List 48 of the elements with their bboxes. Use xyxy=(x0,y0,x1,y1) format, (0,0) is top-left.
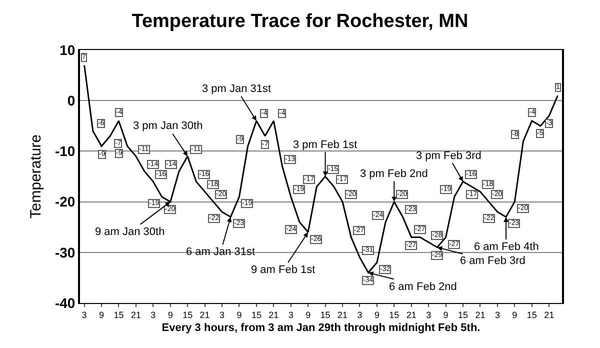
x-tick-label: 3 xyxy=(426,310,432,320)
x-tick-label: 15 xyxy=(182,310,193,320)
x-tick-label: 21 xyxy=(130,310,141,320)
y-tick-label: 0 xyxy=(67,92,76,108)
x-tick-label: 15 xyxy=(458,310,468,320)
annotation: 9 am Jan 30th xyxy=(95,226,165,238)
x-tick-label: 3 xyxy=(357,310,362,320)
y-tick-label: -20 xyxy=(54,194,76,210)
y-tick-label: -40 xyxy=(54,294,76,311)
annotation: 3 pm Jan 30th xyxy=(133,120,203,132)
x-tick-label: 21 xyxy=(544,310,554,320)
x-tick-label: 21 xyxy=(268,310,279,320)
annotation: 6 am Feb 2nd xyxy=(389,281,457,293)
chart-title: Temperature Trace for Rochester, MN xyxy=(132,11,468,32)
x-tick-label: 15 xyxy=(114,310,124,320)
x-tick-label: 21 xyxy=(475,310,486,320)
x-axis-title: Every 3 hours, from 3 am Jan 29th through midnight Feb 5th. xyxy=(162,322,480,334)
annotation: 3 pm Feb 1st xyxy=(293,139,358,151)
x-tick-label: 9 xyxy=(512,310,518,320)
y-tick-label: 10 xyxy=(60,42,76,58)
x-tick-label: 3 xyxy=(288,310,294,320)
x-tick-label: 15 xyxy=(320,310,330,320)
annotation: 3 pm Feb 2nd xyxy=(360,168,428,180)
x-tick-label: 15 xyxy=(389,310,400,320)
x-tick-label: 9 xyxy=(99,310,104,320)
y-tick-label: -30 xyxy=(54,244,76,260)
annotation: 6 am Jan 31st xyxy=(186,246,256,258)
x-tick-label: 21 xyxy=(406,310,416,320)
x-tick-label: 9 xyxy=(443,310,448,320)
annotation: 6 am Feb 4th xyxy=(474,241,539,253)
y-tick-label: -10 xyxy=(54,143,76,160)
x-tick-label: 15 xyxy=(526,310,537,320)
x-tick-label: 21 xyxy=(338,310,348,320)
annotation: 9 am Feb 1st xyxy=(251,264,316,276)
x-tick-label: 3 xyxy=(220,310,225,320)
x-tick-label: 15 xyxy=(251,310,262,320)
annotation: 3 pm Jan 31st xyxy=(202,83,272,95)
annotation: 3 pm Feb 3rd xyxy=(416,150,482,162)
x-tick-label: 3 xyxy=(82,310,87,320)
annotation: 6 am Feb 3rd xyxy=(460,255,526,267)
x-tick-label: 9 xyxy=(236,310,242,320)
x-tick-label: 3 xyxy=(150,310,156,320)
y-axis-title: Temperature xyxy=(28,134,45,219)
x-tick-label: 21 xyxy=(200,310,210,320)
x-tick-label: 3 xyxy=(494,310,500,320)
x-tick-label: 9 xyxy=(306,310,311,320)
x-tick-label: 9 xyxy=(374,310,380,320)
x-tick-label: 9 xyxy=(168,310,173,320)
